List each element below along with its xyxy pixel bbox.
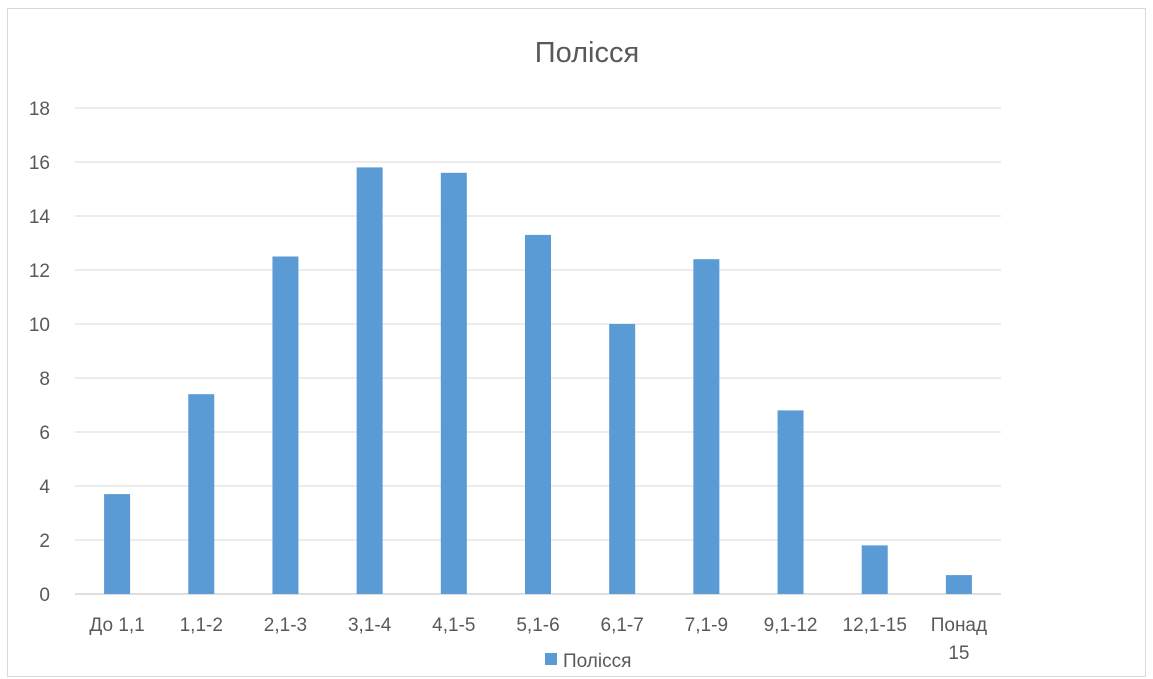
x-tick-label: 6,1-7: [601, 615, 644, 636]
y-axis-tick-labels: 0 2 4 6 8 10 12 14 16 18: [29, 99, 51, 606]
bar: [272, 256, 299, 594]
chart-title: Полісся: [535, 37, 639, 69]
y-tick-label: 8: [39, 369, 50, 390]
x-tick-label: 2,1-3: [264, 615, 307, 636]
y-tick-label: 18: [29, 99, 50, 120]
bar: [693, 259, 720, 594]
bars: [104, 167, 972, 595]
x-tick-label: 1,1-2: [180, 615, 223, 636]
bar: [777, 410, 804, 594]
x-tick-label: 3,1-4: [348, 615, 392, 636]
bar: [440, 172, 467, 595]
bar: [188, 394, 215, 594]
bar: [356, 167, 383, 594]
y-tick-label: 10: [29, 315, 50, 336]
y-tick-label: 0: [39, 585, 50, 606]
bar: [861, 545, 888, 594]
x-tick-label: До 1,1: [89, 615, 144, 636]
x-tick-label: 7,1-9: [685, 615, 728, 636]
bar: [525, 234, 551, 594]
x-tick-label: 9,1-12: [764, 615, 818, 636]
y-tick-label: 12: [29, 261, 50, 282]
y-tick-label: 6: [39, 423, 50, 444]
y-tick-label: 16: [29, 153, 50, 174]
legend: Полісся: [545, 651, 631, 672]
legend-swatch: [545, 653, 557, 665]
gridlines: [75, 107, 1001, 595]
y-tick-label: 4: [39, 477, 50, 498]
y-tick-label: 14: [29, 207, 51, 228]
y-tick-label: 2: [39, 531, 50, 552]
x-tick-label: Понад 15: [931, 615, 987, 664]
x-tick-label: 12,1-15: [843, 615, 907, 636]
bar: [104, 494, 131, 594]
x-axis-tick-labels: До 1,1 1,1-2 2,1-3 3,1-4 4,1-5 5,1-6 6,1-7 7,1-…: [89, 615, 987, 664]
x-tick-label: 5,1-6: [516, 615, 559, 636]
bar: [945, 575, 972, 594]
legend-label: Полісся: [563, 651, 631, 672]
x-tick-label: 4,1-5: [432, 615, 475, 636]
bar: [609, 324, 636, 594]
